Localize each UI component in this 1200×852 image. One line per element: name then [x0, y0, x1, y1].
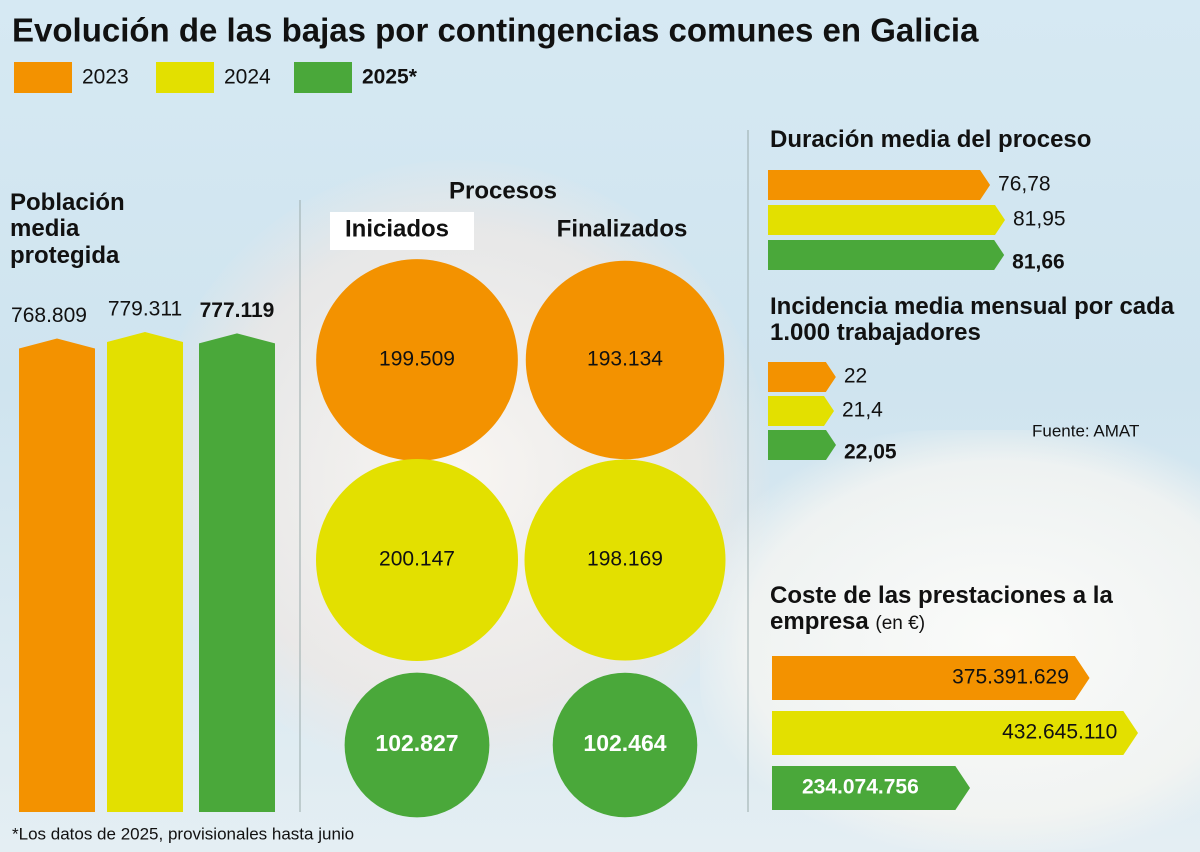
value-label: 779.311 — [108, 298, 182, 321]
legend-swatch — [294, 62, 352, 93]
value-label: 22 — [844, 365, 867, 388]
bar — [107, 332, 183, 812]
value-label: 102.827 — [375, 730, 458, 756]
bubble — [525, 260, 725, 460]
bar — [768, 396, 834, 426]
bar — [768, 240, 1005, 270]
page-title: Evolución de las bajas por contingencias… — [12, 12, 979, 49]
series-label: Iniciados — [345, 215, 449, 242]
legend-label: 2024 — [224, 66, 271, 89]
value-label: 76,78 — [998, 173, 1051, 196]
bar — [768, 430, 836, 460]
legend-label: 2025* — [362, 66, 418, 89]
bar — [772, 711, 1138, 755]
label-bg — [330, 212, 474, 250]
chart-subtitle: (en €) — [875, 613, 926, 635]
value-label: 375.391.629 — [952, 666, 1069, 689]
series-label: Finalizados — [557, 215, 688, 242]
chart-title-text: Coste de las prestaciones a la empresa — [770, 582, 1113, 636]
value-label: 21,4 — [842, 399, 883, 422]
bubble — [316, 459, 518, 661]
chart-title: Duración media del proceso — [770, 126, 1092, 153]
legend-swatch — [14, 62, 72, 93]
value-label: 768.809 — [11, 304, 87, 327]
chart-title: Incidencia media mensual por cada 1.000 … — [770, 293, 1175, 347]
value-label: 200.147 — [379, 548, 455, 571]
value-label: 22,05 — [844, 441, 897, 464]
bubble — [552, 672, 698, 818]
bar — [772, 656, 1090, 700]
legend-swatch — [156, 62, 214, 93]
value-label: 81,95 — [1013, 208, 1066, 231]
bar — [768, 205, 1005, 235]
value-label: 102.464 — [583, 730, 666, 756]
value-label: 198.169 — [587, 548, 663, 571]
chart-title: Población media protegida — [10, 189, 125, 269]
value-label: 81,66 — [1012, 251, 1065, 274]
bubble — [524, 459, 726, 661]
bar — [772, 766, 971, 810]
bar — [19, 338, 95, 812]
chart-title: Coste de las prestaciones a la empresa (… — [770, 582, 1170, 636]
bar — [768, 170, 991, 200]
value-label: 432.645.110 — [1002, 721, 1117, 744]
chart-title: Procesos — [449, 177, 557, 204]
footnote: *Los datos de 2025, provisionales hasta … — [12, 824, 354, 843]
value-label: 234.074.756 — [802, 776, 919, 799]
value-label: 193.134 — [587, 348, 663, 371]
value-label: 777.119 — [200, 299, 275, 322]
value-label: 199.509 — [379, 348, 455, 371]
bubble — [316, 259, 518, 461]
bar — [768, 362, 836, 392]
bubble — [344, 672, 490, 818]
source: Fuente: AMAT — [1032, 421, 1139, 440]
bar — [199, 333, 275, 812]
legend-label: 2023 — [82, 66, 129, 89]
